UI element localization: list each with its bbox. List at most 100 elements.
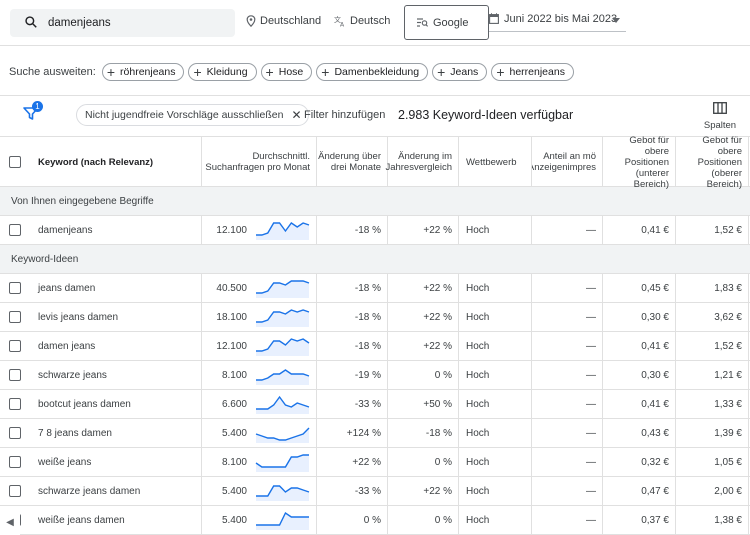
row-checkbox-cell — [0, 303, 30, 331]
row-checkbox[interactable] — [9, 485, 21, 497]
avg-searches-value: 8.100 — [221, 369, 247, 381]
avg-searches-cell: 5.400 — [202, 477, 317, 505]
three-month-change-cell: +124 % — [317, 419, 388, 447]
table-row[interactable]: bootcut jeans damen 6.600 -33 % +50 % Hoch —0… — [0, 390, 750, 419]
table-row[interactable]: jeans damen 40.500 -18 % +22 % Hoch —0,45 €1,… — [0, 274, 750, 303]
trend-sparkline — [255, 427, 310, 443]
competition-cell: Hoch — [459, 216, 532, 244]
row-checkbox[interactable] — [9, 369, 21, 381]
bid-high-cell: 1,52 € — [676, 332, 749, 360]
plus-icon: + — [265, 64, 274, 80]
avg-searches-value: 18.100 — [216, 311, 247, 323]
header-line: Anteil an mö — [543, 151, 596, 162]
divider — [0, 95, 750, 96]
table-row[interactable]: damenjeans 12.100 -18 % +22 % Hoch —0,41 €1,5… — [0, 216, 750, 245]
header-line: Positionen — [624, 156, 669, 168]
impression-share-cell: — — [532, 274, 603, 302]
location-label: Deutschland — [260, 15, 322, 27]
scroll-left-button[interactable]: ◀ — [0, 510, 20, 535]
header-bid-low[interactable]: Gebot für obere Positionen (unterer Bereich… — [603, 135, 676, 190]
header-line: Suchanfragen pro Monat — [205, 162, 310, 173]
competition-cell: Hoch — [459, 274, 532, 302]
trend-sparkline — [256, 395, 310, 414]
yoy-change-cell: 0 % — [388, 361, 459, 389]
trend-line — [256, 511, 309, 526]
header-avg-searches[interactable]: Durchschnittl. Suchanfragen pro Monat — [202, 137, 317, 187]
bid-low-cell: 0,41 € — [603, 216, 676, 244]
row-checkbox[interactable] — [9, 456, 21, 468]
expand-chip-label: Hose — [278, 66, 304, 78]
trend-area — [256, 455, 309, 472]
table-row[interactable]: schwarze jeans damen 5.400 -33 % +22 % Hoch —… — [0, 477, 750, 506]
competition-cell: Hoch — [459, 448, 532, 476]
expand-chip[interactable]: + Hose — [260, 63, 313, 81]
row-checkbox[interactable] — [9, 311, 21, 323]
table-row[interactable]: schwarze jeans 8.100 -19 % 0 % Hoch —0,30 €1,… — [0, 361, 750, 390]
add-filter-button[interactable]: Filter hinzufügen — [304, 109, 386, 121]
network-selector[interactable]: Google — [404, 5, 489, 40]
table-row[interactable]: damen jeans 12.100 -18 % +22 % Hoch —0,41 €1,… — [0, 332, 750, 361]
bid-high-cell: 1,52 € — [676, 216, 749, 244]
expand-chip-label: Kleidung — [206, 66, 248, 78]
bid-high-cell: 1,05 € — [676, 448, 749, 476]
header-share[interactable]: Anteil an mö Anzeigenimpres — [532, 137, 603, 187]
trend-sparkline — [256, 309, 310, 327]
location-selector[interactable]: Deutschland — [246, 15, 321, 27]
adult-filter-chip[interactable]: Nicht jugendfreie Vorschläge ausschließe… — [76, 104, 309, 126]
columns-button[interactable]: Spalten — [700, 102, 740, 131]
avg-searches-cell: 8.100 — [202, 361, 317, 389]
row-checkbox[interactable] — [9, 398, 21, 410]
row-checkbox[interactable] — [9, 282, 21, 294]
row-checkbox[interactable] — [9, 427, 21, 439]
expand-chip[interactable]: + Damenbekleidung — [316, 63, 429, 81]
avg-searches-cell: 40.500 — [202, 274, 317, 302]
svg-text:A: A — [340, 22, 345, 28]
table-row[interactable]: 7 8 jeans damen 5.400 +124 % -18 % Hoch —0,43… — [0, 419, 750, 448]
date-range-selector[interactable]: Juni 2022 bis Mai 2023 — [489, 6, 626, 32]
expand-chip[interactable]: + Jeans — [432, 63, 488, 81]
three-month-change-cell: -18 % — [317, 274, 388, 302]
row-checkbox[interactable] — [9, 340, 21, 352]
trend-area — [256, 223, 309, 240]
search-input[interactable]: damenjeans — [10, 9, 235, 37]
trend-line — [255, 454, 309, 468]
header-yoy[interactable]: Änderung im Jahresvergleich — [385, 137, 459, 187]
close-icon[interactable]: ✕ — [291, 108, 302, 122]
bid-low-cell: 0,30 € — [603, 361, 676, 389]
header-competition[interactable]: Wettbewerb — [459, 137, 532, 187]
row-checkbox[interactable] — [9, 224, 21, 236]
date-range-label: Juni 2022 bis Mai 2023 — [504, 12, 618, 25]
select-all-checkbox-cell — [0, 137, 30, 187]
expand-chip[interactable]: + Kleidung — [188, 63, 257, 81]
header-line: Jahresvergleich — [385, 162, 452, 173]
header-keyword[interactable]: Keyword (nach Relevanz) — [30, 137, 202, 187]
table-header: Keyword (nach Relevanz) Durchschnittl. Su… — [0, 135, 750, 190]
header-bid-high[interactable]: Gebot für obere Positionen (oberer Bereich) — [676, 135, 749, 190]
network-label: Google — [433, 16, 469, 29]
impression-share-cell: — — [532, 303, 603, 331]
select-all-checkbox[interactable] — [9, 156, 21, 168]
row-checkbox-cell — [0, 216, 30, 244]
trend-line — [256, 280, 310, 294]
competition-cell: Hoch — [459, 506, 532, 534]
competition-cell: Hoch — [459, 419, 532, 447]
trend-line — [256, 369, 310, 381]
expand-chip[interactable]: + herrenjeans — [491, 63, 574, 81]
avg-searches-cell: 5.400 — [202, 506, 317, 534]
expand-chip[interactable]: + röhrenjeans — [101, 63, 185, 81]
trend-line — [256, 485, 310, 497]
calendar-icon — [489, 13, 499, 24]
expand-search-row: Suche ausweiten: + röhrenjeans + Kleidung + H… — [0, 56, 750, 88]
header-three-month[interactable]: Änderung über drei Monate — [317, 137, 388, 187]
yoy-change-cell: +22 % — [388, 332, 459, 360]
keyword-cell: 7 8 jeans damen — [30, 419, 202, 447]
avg-searches-value: 12.100 — [216, 224, 247, 236]
table-row[interactable]: weiße jeans damen 5.400 0 % 0 % Hoch —0,37 €1… — [0, 506, 750, 535]
table-row[interactable]: weiße jeans 8.100 +22 % 0 % Hoch —0,32 €1,05 … — [0, 448, 750, 477]
filter-row: 1 Nicht jugendfreie Vorschläge ausschlie… — [0, 96, 750, 136]
trend-sparkline — [256, 511, 309, 530]
impression-share-cell: — — [532, 419, 603, 447]
header-line: Änderung über — [318, 151, 381, 162]
table-row[interactable]: levis jeans damen 18.100 -18 % +22 % Hoch —0,… — [0, 303, 750, 332]
